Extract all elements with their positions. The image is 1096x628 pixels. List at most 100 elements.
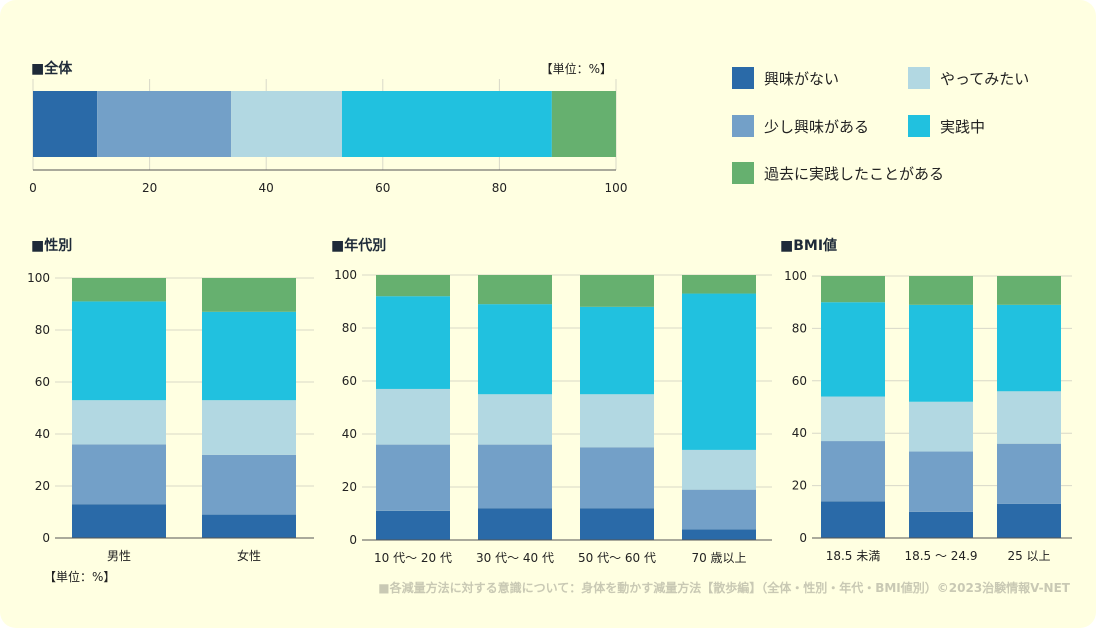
age-bar-segment: [580, 508, 654, 540]
age-bar-segment: [376, 388, 450, 445]
bmi-bar-segment: [997, 304, 1061, 392]
overall-unit-label: 【単位：%】: [541, 61, 612, 76]
age-title: ■年代別: [331, 237, 386, 254]
gender-bar-segment: [72, 400, 166, 445]
age-bar-segment: [376, 510, 450, 540]
age-bar-segment: [376, 296, 450, 389]
bmi-bar-segment: [909, 511, 973, 538]
footer-caption: ■各減量方法に対する意識について：身体を動かす減量方法【散歩編】（全体・性別・年…: [378, 580, 1071, 595]
age-category-label: 10 代～ 20 代: [374, 551, 452, 565]
bmi-chart: 0 20 40 60 80 100 18.5 未満 18.5 ～ 24.9 25 以上: [784, 269, 1072, 563]
gender-category-label: 男性: [107, 549, 131, 563]
age-tick-label: 20: [342, 480, 357, 494]
age-bar-segment: [682, 529, 756, 540]
age-bar-segment: [580, 306, 654, 395]
overall-tick-label: 100: [605, 181, 628, 195]
bmi-tick-label: 0: [799, 531, 807, 545]
legend-label-practicing: 実践中: [940, 118, 985, 136]
gender-title: ■性別: [31, 237, 72, 254]
overall-tick-label: 80: [492, 181, 507, 195]
age-tick-label: 40: [342, 427, 357, 441]
bmi-bar-segment: [909, 276, 973, 305]
overall-tick-label: 20: [142, 181, 157, 195]
gender-bar-segment: [202, 514, 296, 538]
age-bar-segment: [682, 449, 756, 490]
gender-tick-label: 40: [35, 427, 50, 441]
bmi-bar-segment: [821, 302, 885, 397]
gender-bar-segment: [202, 278, 296, 312]
legend-label-want-to-try: やってみたい: [940, 70, 1029, 88]
age-bar-segment: [682, 293, 756, 450]
gender-tick-label: 60: [35, 375, 50, 389]
bottom-unit-label: 【単位：%】: [44, 569, 115, 584]
legend-label-practiced-before: 過去に実践したことがある: [764, 165, 944, 183]
gender-tick-label: 80: [35, 323, 50, 337]
overall-bar-segment: [551, 91, 616, 157]
age-category-label: 30 代～ 40 代: [476, 551, 554, 565]
gender-tick-label: 0: [42, 531, 50, 545]
age-tick-label: 100: [334, 268, 357, 282]
age-bar-segment: [580, 394, 654, 448]
legend-swatch-no-interest: [732, 67, 754, 89]
age-category-label: 70 歳以上: [691, 551, 746, 565]
age-bar-segment: [580, 275, 654, 307]
gender-tick-label: 100: [27, 271, 50, 285]
age-tick-label: 0: [349, 533, 357, 547]
gender-tick-label: 20: [35, 479, 50, 493]
overall-tick-label: 60: [375, 181, 390, 195]
age-bar-segment: [376, 444, 450, 511]
bmi-bar-segment: [821, 396, 885, 442]
gender-bar-segment: [202, 454, 296, 515]
overall-tick-label: 0: [29, 181, 37, 195]
age-bar-segment: [682, 489, 756, 530]
legend-label-no-interest: 興味がない: [764, 70, 839, 88]
bmi-tick-label: 20: [792, 479, 807, 493]
age-bar-segment: [478, 394, 552, 445]
bmi-tick-label: 100: [784, 269, 807, 283]
legend-swatch-some-interest: [732, 115, 754, 137]
gender-bar-segment: [202, 311, 296, 401]
gender-bar-segment: [72, 301, 166, 401]
bmi-tick-label: 80: [792, 321, 807, 335]
age-category-label: 50 代～ 60 代: [578, 551, 656, 565]
gender-chart: 0 20 40 60 80 100 男性 女性: [27, 271, 314, 563]
bmi-category-label: 25 以上: [1007, 549, 1050, 563]
bmi-bar-segment: [821, 276, 885, 303]
overall-bar-segment: [33, 91, 98, 157]
overall-tick-label: 40: [259, 181, 274, 195]
overall-bar-segment: [97, 91, 232, 157]
age-bar-segment: [478, 304, 552, 395]
bmi-bar-segment: [909, 401, 973, 452]
age-tick-label: 80: [342, 321, 357, 335]
age-tick-label: 60: [342, 374, 357, 388]
overall-chart: 0 20 40 60 80 100: [29, 79, 627, 195]
bmi-bar-segment: [997, 443, 1061, 504]
bmi-bar-segment: [997, 391, 1061, 444]
age-bar-segment: [376, 275, 450, 297]
bmi-bar-segment: [997, 276, 1061, 305]
legend-label-some-interest: 少し興味がある: [764, 118, 869, 136]
bmi-title: ■BMI値: [780, 237, 837, 254]
gender-bar-segment: [72, 504, 166, 538]
legend-swatch-practicing: [908, 115, 930, 137]
legend-swatch-practiced-before: [732, 162, 754, 184]
bmi-bar-segment: [821, 441, 885, 502]
bmi-bar-segment: [909, 304, 973, 402]
overall-title: ■全体: [31, 60, 73, 77]
overall-bar-segment: [341, 91, 552, 157]
legend-swatch-want-to-try: [908, 67, 930, 89]
age-bar-segment: [478, 444, 552, 509]
bmi-bar-segment: [997, 503, 1061, 538]
age-bar-segment: [478, 275, 552, 305]
bmi-category-label: 18.5 未満: [826, 549, 881, 563]
age-bar-segment: [580, 447, 654, 509]
age-bar-segment: [682, 275, 756, 294]
age-chart: 0 20 40 60 80 100 10 代～ 20 代 30 代～ 40 代 50 代～ 60…: [334, 268, 772, 565]
overall-bar-segment: [231, 91, 342, 157]
bmi-bar-segment: [909, 451, 973, 512]
legend: 興味がない やってみたい 少し興味がある 実践中 過去に実践したことがある: [732, 67, 1029, 184]
age-bar-segment: [478, 508, 552, 540]
gender-bar-segment: [72, 278, 166, 302]
